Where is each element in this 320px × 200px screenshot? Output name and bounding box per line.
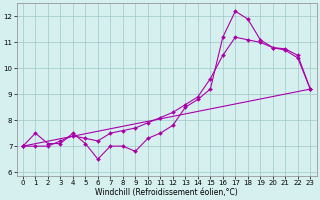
X-axis label: Windchill (Refroidissement éolien,°C): Windchill (Refroidissement éolien,°C) bbox=[95, 188, 238, 197]
